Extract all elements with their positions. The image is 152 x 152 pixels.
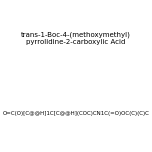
Text: trans-1-Boc-4-(methoxymethyl)
pyrrolidine-2-carboxylic Acid: trans-1-Boc-4-(methoxymethyl) pyrrolidin…	[21, 31, 131, 45]
Text: O=C(O)[C@@H]1C[C@@H](COC)CN1C(=O)OC(C)(C)C: O=C(O)[C@@H]1C[C@@H](COC)CN1C(=O)OC(C)(C…	[3, 112, 149, 116]
